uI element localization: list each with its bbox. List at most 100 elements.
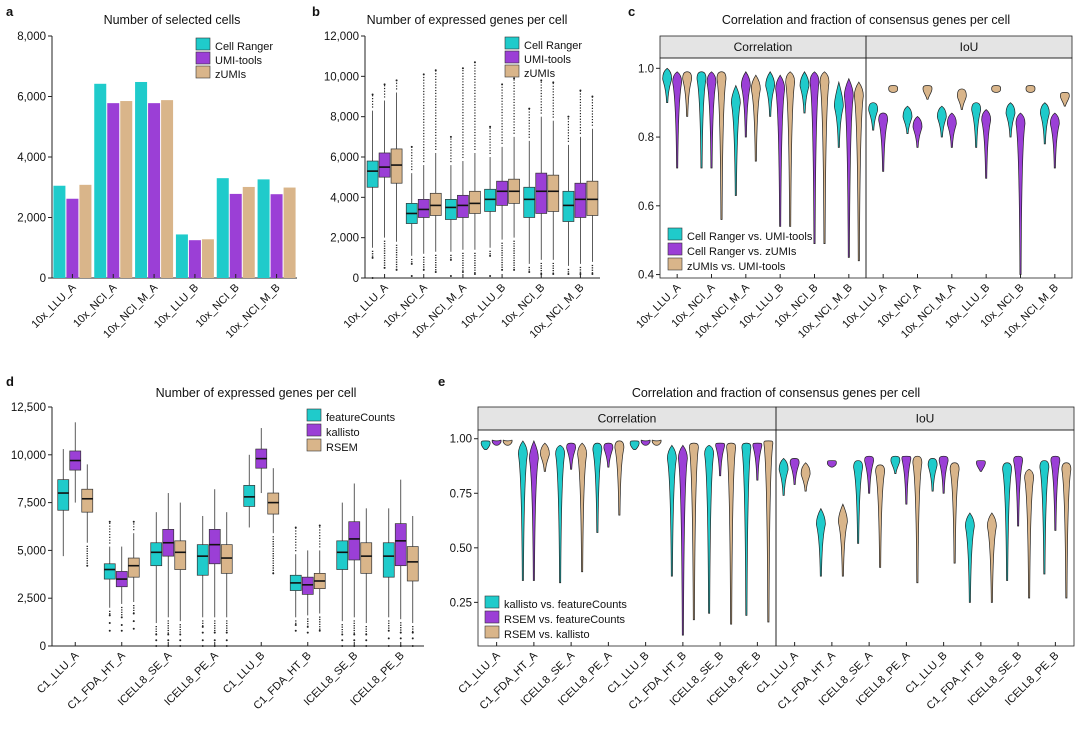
violin-c	[946, 112, 957, 148]
outlier-d	[179, 639, 182, 642]
violin-c	[775, 74, 786, 227]
violin-c	[1059, 92, 1070, 107]
violin-e	[827, 460, 837, 468]
box-b	[457, 194, 469, 218]
violin-e	[689, 442, 699, 621]
violin-e	[502, 439, 513, 446]
violin-c	[662, 67, 673, 104]
box-d	[301, 576, 314, 595]
violin-e	[603, 442, 614, 468]
violin-c	[868, 102, 879, 131]
outlier-d	[353, 633, 356, 636]
box-b	[547, 174, 560, 212]
outlier-d	[201, 625, 204, 628]
facet-label-c: Correlation	[734, 40, 793, 54]
y-tick-label-a: 6,000	[17, 92, 46, 104]
legend-swatch-c	[667, 227, 683, 241]
outlier-b	[489, 274, 492, 277]
violin-c	[672, 71, 683, 169]
box-d	[127, 557, 140, 578]
legend-swatch-b	[504, 64, 520, 78]
outlier-d	[108, 622, 111, 625]
outlier-d	[411, 645, 414, 647]
bar-a	[66, 198, 79, 278]
bar-a	[283, 187, 296, 278]
box-b	[390, 148, 403, 184]
violin-e	[555, 444, 565, 584]
y-tick-label-a: 2,000	[17, 213, 46, 225]
outlier-d	[399, 637, 402, 640]
violin-e	[987, 512, 997, 603]
violin-e	[816, 507, 826, 577]
violin-c	[981, 109, 992, 179]
violin-e	[1024, 468, 1034, 599]
y-tick-label-a: 8,000	[17, 31, 46, 43]
x-tick-label-d: C1_LLU_B	[221, 650, 268, 697]
legend-label-b: UMI-tools	[524, 54, 572, 66]
bar-a	[148, 103, 161, 278]
bar-a	[242, 186, 255, 278]
legend-label-a: zUMIs	[215, 69, 247, 81]
outlier-d	[155, 645, 158, 647]
violin-e	[890, 455, 901, 474]
violin-e	[1039, 460, 1050, 575]
violin-e	[778, 457, 789, 496]
box-b	[417, 199, 430, 218]
violin-e	[741, 442, 752, 616]
box-b	[366, 160, 379, 188]
y-tick-label-e: 1.00	[450, 434, 472, 446]
violin-e	[577, 442, 587, 573]
violin-e	[715, 442, 725, 477]
legend-swatch-e	[484, 625, 500, 639]
legend-swatch-e	[484, 595, 500, 609]
legend-label-a: Cell Ranger	[215, 41, 273, 53]
legend-swatch-c	[667, 257, 683, 271]
violin-c	[1049, 112, 1060, 169]
outlier-b	[461, 270, 464, 273]
violin-c	[785, 71, 796, 227]
box-b	[523, 186, 536, 218]
panel-label-e: e	[438, 374, 445, 389]
panel-e-plot: Correlation IoU0.250.500.751.00C1_LLU_AC1…	[450, 406, 1075, 712]
y-tick-label-e: 0.50	[450, 543, 472, 555]
legend-swatch-a	[195, 65, 211, 79]
y-tick-label-b: 4,000	[330, 192, 359, 204]
outlier-d	[365, 645, 368, 647]
violin-c	[878, 112, 889, 172]
violin-c	[765, 71, 776, 117]
violin-e	[949, 462, 960, 564]
violin-e	[1050, 455, 1061, 531]
violin-c	[853, 81, 864, 262]
violin-c	[706, 71, 717, 169]
outlier-d	[306, 631, 309, 634]
box-d	[196, 544, 209, 576]
violin-e	[800, 462, 811, 492]
box-b	[484, 188, 496, 212]
violin-e	[704, 444, 714, 614]
violin-c	[902, 105, 913, 134]
y-tick-label-c: 0.4	[638, 270, 655, 282]
legend-label-c: Cell Ranger vs. UMI-tools	[687, 231, 813, 243]
violin-e	[667, 444, 677, 577]
bar-a	[229, 193, 242, 278]
violin-e	[518, 440, 528, 581]
panel-label-c: c	[628, 4, 635, 19]
outlier-d	[108, 614, 111, 617]
box-d	[243, 485, 256, 507]
legend-swatch-c	[667, 242, 683, 256]
violin-c	[819, 71, 830, 244]
outlier-b	[540, 79, 543, 82]
bar-a	[135, 81, 148, 278]
legend-label-a: UMI-tools	[215, 55, 263, 67]
violin-c	[936, 105, 947, 138]
box-d	[220, 544, 233, 574]
violin-e	[678, 444, 688, 636]
outlier-b	[371, 256, 374, 259]
outlier-d	[108, 629, 111, 632]
legend-swatch-d	[306, 408, 322, 422]
x-tick-label-a: 10x_LLU_B	[152, 282, 201, 331]
violin-c	[912, 116, 923, 148]
violin-e	[763, 440, 774, 623]
violin-c	[716, 71, 727, 220]
